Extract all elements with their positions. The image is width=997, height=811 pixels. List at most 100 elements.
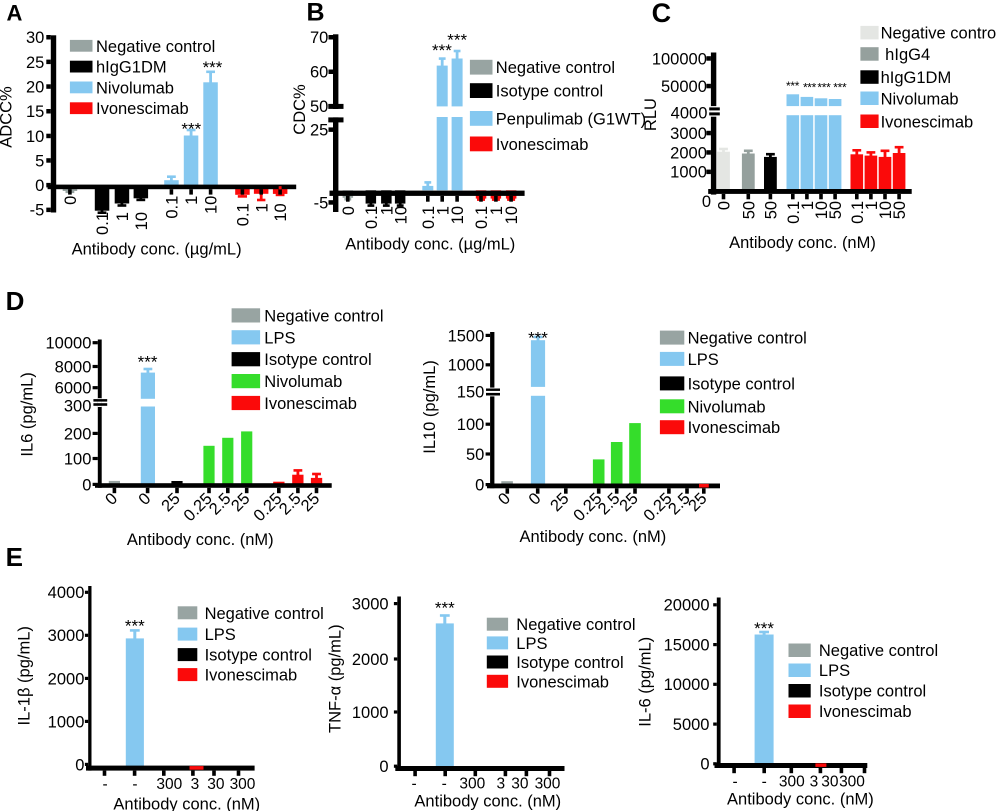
svg-text:25: 25	[26, 54, 44, 72]
svg-text:300: 300	[535, 775, 561, 792]
svg-text:0: 0	[475, 477, 484, 495]
svg-text:10: 10	[877, 201, 895, 219]
svg-text:30: 30	[26, 29, 44, 47]
svg-text:-5: -5	[30, 202, 45, 220]
svg-text:3000: 3000	[48, 627, 85, 645]
svg-text:0: 0	[75, 756, 84, 774]
svg-text:0: 0	[702, 193, 711, 211]
svg-text:Antibody conc. (µg/mL): Antibody conc. (µg/mL)	[72, 241, 242, 259]
svg-text:Negative control: Negative control	[881, 25, 997, 43]
svg-text:0.1: 0.1	[785, 201, 803, 224]
svg-text:2000: 2000	[670, 144, 707, 162]
svg-text:100: 100	[64, 450, 92, 468]
svg-text:***: ***	[786, 79, 800, 93]
svg-text:30: 30	[207, 776, 225, 793]
svg-text:10: 10	[813, 201, 831, 219]
svg-text:Ivonescimab: Ivonescimab	[688, 419, 781, 437]
svg-text:Isotype control: Isotype control	[264, 351, 371, 369]
svg-text:B: B	[307, 0, 325, 26]
svg-text:***: ***	[203, 58, 223, 77]
svg-text:20000: 20000	[664, 597, 710, 615]
svg-text:IL-1β (pg/mL): IL-1β (pg/mL)	[16, 626, 34, 725]
svg-text:Antibody conc. (nM): Antibody conc. (nM)	[727, 790, 874, 808]
svg-text:Antibody conc. (nM): Antibody conc. (nM)	[414, 792, 561, 810]
svg-text:1: 1	[183, 196, 201, 205]
svg-text:Negative control: Negative control	[516, 616, 635, 634]
svg-text:IL-6 (pg/mL): IL-6 (pg/mL)	[637, 637, 655, 727]
svg-text:***: ***	[447, 31, 467, 50]
svg-text:A: A	[7, 0, 23, 25]
svg-text:-: -	[103, 776, 108, 793]
svg-text:200: 200	[64, 425, 92, 443]
svg-text:0: 0	[716, 201, 734, 210]
svg-text:50: 50	[827, 201, 845, 219]
svg-text:1000: 1000	[448, 357, 485, 375]
svg-text:150: 150	[457, 383, 485, 401]
svg-text:Isotype control: Isotype control	[819, 683, 926, 701]
svg-text:1000: 1000	[48, 713, 85, 731]
svg-text:0.1: 0.1	[849, 201, 867, 224]
svg-text:Antibody conc. (nM): Antibody conc. (nM)	[127, 531, 274, 549]
svg-text:20: 20	[26, 79, 44, 97]
svg-text:Isotype control: Isotype control	[205, 647, 312, 665]
svg-text:Nivolumab: Nivolumab	[96, 79, 174, 97]
svg-text:3: 3	[810, 773, 819, 790]
svg-text:5000: 5000	[673, 716, 710, 734]
svg-text:300: 300	[64, 398, 92, 416]
svg-text:10: 10	[392, 206, 410, 224]
svg-text:-5: -5	[314, 194, 329, 212]
svg-text:15: 15	[26, 103, 44, 121]
svg-text:10: 10	[203, 196, 221, 214]
svg-text:***: ***	[435, 598, 455, 617]
svg-text:300: 300	[839, 773, 865, 790]
svg-text:Antibody conc. (nM): Antibody conc. (nM)	[520, 528, 667, 546]
svg-text:1: 1	[799, 201, 817, 210]
svg-text:ADCC%: ADCC%	[0, 86, 16, 148]
svg-text:Ivonescimab: Ivonescimab	[264, 395, 357, 413]
svg-text:LPS: LPS	[205, 626, 236, 644]
svg-text:10000: 10000	[46, 335, 92, 353]
svg-text:***: ***	[528, 328, 548, 347]
svg-text:10: 10	[133, 212, 151, 230]
svg-text:0.1: 0.1	[473, 206, 491, 229]
svg-text:TNF-α (pg/mL): TNF-α (pg/mL)	[327, 624, 345, 733]
svg-text:300: 300	[156, 776, 182, 793]
svg-text:30: 30	[821, 773, 839, 790]
svg-text:Antibody conc. (nM): Antibody conc. (nM)	[729, 234, 876, 252]
svg-text:***: ***	[833, 81, 847, 95]
svg-text:300: 300	[779, 773, 805, 790]
svg-text:3: 3	[191, 776, 200, 793]
svg-text:2000: 2000	[352, 651, 389, 669]
svg-text:1: 1	[863, 201, 881, 210]
svg-text:10: 10	[26, 128, 44, 146]
svg-text:1: 1	[253, 203, 271, 212]
svg-text:1: 1	[114, 212, 132, 221]
svg-text:***: ***	[181, 120, 201, 139]
svg-text:C: C	[652, 0, 672, 28]
svg-text:3000: 3000	[352, 596, 389, 614]
svg-text:25: 25	[310, 122, 328, 140]
svg-text:4000: 4000	[671, 104, 708, 122]
svg-text:0: 0	[340, 206, 358, 215]
svg-text:0: 0	[700, 756, 709, 774]
svg-text:***: ***	[754, 619, 774, 638]
svg-text:3: 3	[496, 775, 505, 792]
svg-text:0: 0	[379, 758, 388, 776]
svg-text:-: -	[412, 775, 417, 792]
svg-text:Ivonescimab: Ivonescimab	[205, 667, 298, 685]
svg-text:Isotype control: Isotype control	[688, 375, 795, 393]
svg-text:300: 300	[459, 775, 485, 792]
svg-text:3000: 3000	[670, 125, 707, 143]
svg-text:LPS: LPS	[688, 351, 719, 369]
svg-text:Antibody conc. (µg/mL): Antibody conc. (µg/mL)	[345, 236, 515, 254]
svg-text:hIgG1DM: hIgG1DM	[96, 59, 167, 77]
svg-text:CDC%: CDC%	[291, 84, 309, 135]
svg-text:Nivolumab: Nivolumab	[264, 373, 342, 391]
svg-text:30: 30	[511, 775, 529, 792]
svg-text:6000: 6000	[55, 380, 92, 398]
svg-text:Nivolumab: Nivolumab	[688, 398, 766, 416]
svg-text:LPS: LPS	[264, 329, 295, 347]
svg-text:***: ***	[817, 81, 831, 95]
svg-text:10: 10	[272, 203, 290, 221]
svg-text:0: 0	[62, 196, 80, 205]
